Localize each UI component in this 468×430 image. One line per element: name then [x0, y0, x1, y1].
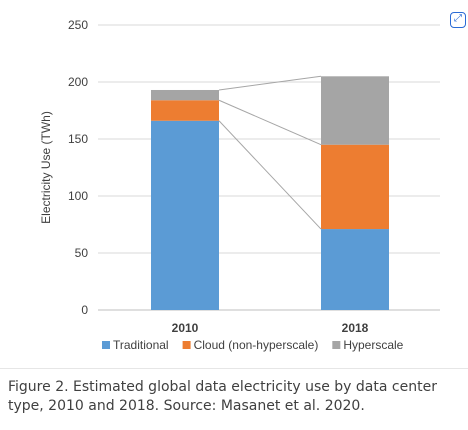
expand-icon[interactable]: ⤢	[450, 12, 466, 28]
connector-line	[218, 120, 322, 230]
figure-caption: Figure 2. Estimated global data electric…	[8, 379, 437, 414]
bar-segment	[321, 229, 389, 310]
bar-segment	[151, 100, 219, 121]
legend-swatch	[332, 341, 341, 349]
y-tick-label: 150	[68, 132, 88, 146]
legend-label: Hyperscale	[343, 338, 403, 352]
connector-line	[218, 99, 322, 146]
connector-line	[218, 75, 322, 91]
y-tick-label: 250	[68, 18, 88, 32]
bar-segment	[151, 89, 219, 101]
y-tick-label: 0	[81, 303, 88, 317]
y-tick-label: 200	[68, 75, 88, 89]
legend-label: Cloud (non-hyperscale)	[194, 338, 319, 352]
stacked-bar-chart: 0 50 100 150 200 250 Electricity Use (TWh) 2010…	[39, 18, 440, 352]
y-tick-label: 50	[75, 246, 89, 260]
y-tick-label: 100	[68, 189, 88, 203]
x-tick-label: 2010	[172, 321, 199, 335]
bar-segment	[321, 144, 389, 230]
bar-segment	[321, 76, 389, 145]
legend-swatch	[102, 341, 110, 349]
y-axis-label: Electricity Use (TWh)	[39, 111, 53, 224]
legend-swatch	[182, 341, 191, 349]
x-tick-label: 2018	[342, 321, 369, 335]
bar-segment	[151, 120, 219, 310]
divider	[0, 368, 468, 369]
legend-label: Traditional	[113, 338, 169, 352]
